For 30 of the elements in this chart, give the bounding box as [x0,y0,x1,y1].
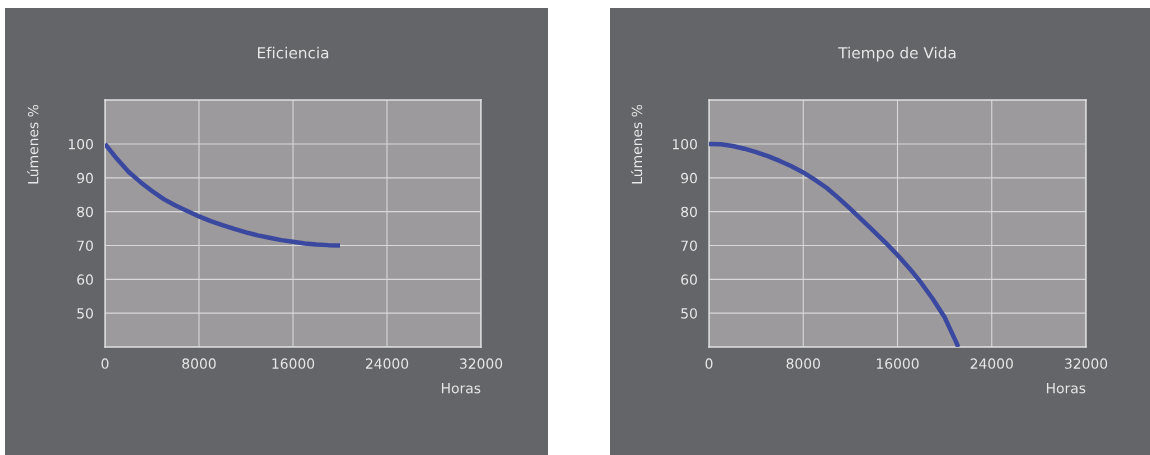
y-tick-label: 90 [77,172,93,184]
y-tick-label: 60 [77,274,93,285]
y-tick-label: 50 [681,308,697,319]
y-tick-label: 70 [681,240,697,251]
x-tick-label: 24000 [365,358,409,369]
x-axis-title: Horas [1046,383,1086,394]
y-tick-label: 70 [77,240,93,251]
y-tick-label: 50 [77,308,93,319]
x-tick-label: 32000 [1064,358,1108,369]
x-tick-label: 16000 [876,358,919,369]
y-tick-label: 60 [681,274,697,285]
x-axis-title: Horas [441,383,481,394]
x-tick-label: 0 [101,358,109,369]
x-tick-label: 16000 [272,358,315,369]
y-tick-label: 90 [681,172,697,184]
chart-title: Tiempo de Vida [838,46,956,62]
line-series [709,141,961,347]
x-tick-label: 24000 [970,358,1013,369]
line-series [105,141,343,248]
x-tick-label: 32000 [459,358,503,369]
y-tick-label: 80 [77,206,93,218]
y-tick-label: 100 [672,138,697,150]
x-tick-label: 8000 [786,358,820,369]
chart-title: Eficiencia [257,46,329,59]
x-tick-label: 8000 [182,358,216,369]
x-tick-label: 0 [705,358,713,369]
y-tick-label: 80 [681,206,697,218]
y-axis-title: Lúmenes % [630,104,643,184]
y-tick-label: 100 [68,138,93,150]
y-axis-title: Lúmenes % [27,104,39,184]
